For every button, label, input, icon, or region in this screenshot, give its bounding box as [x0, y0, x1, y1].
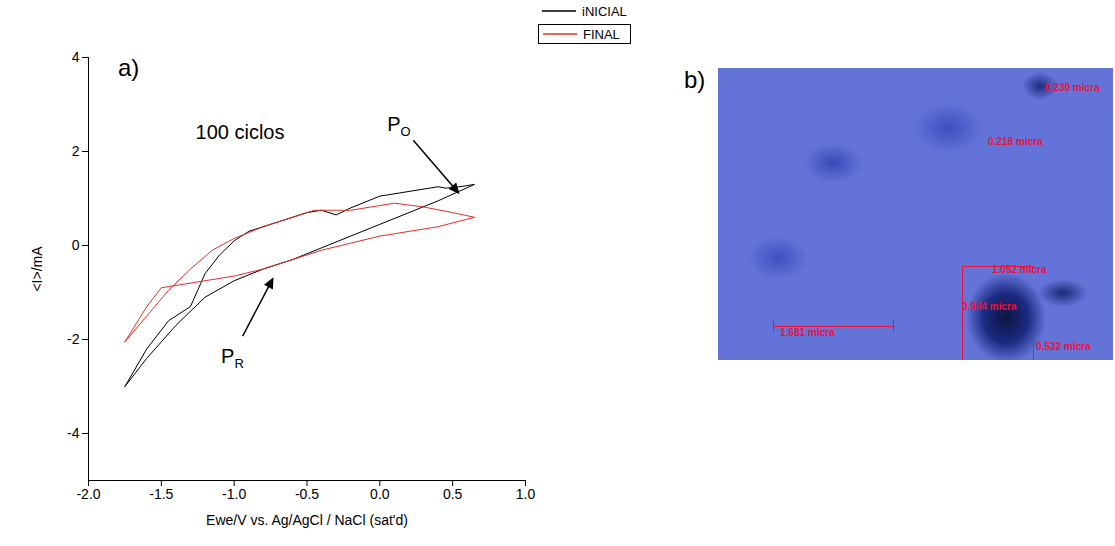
html-text:b): b) [684, 66, 706, 93]
html-text:0.218 micra: 0.218 micra [988, 136, 1043, 147]
svg-text:100 ciclos: 100 ciclos [196, 121, 285, 143]
svg-text:0.0: 0.0 [370, 486, 390, 502]
html-text:0.230 micra: 0.230 micra [1045, 82, 1100, 93]
svg-text:0: 0 [72, 237, 80, 253]
svg-text:Ewe/V vs. Ag/AgCl / NaCl (sat': Ewe/V vs. Ag/AgCl / NaCl (sat'd) [206, 512, 408, 528]
svg-text:PO: PO [387, 113, 410, 139]
html-text:0.532 micra: 0.532 micra [1036, 341, 1091, 352]
svg-text:1.0: 1.0 [516, 486, 536, 502]
svg-text:-0.5: -0.5 [295, 486, 319, 502]
html-text:a): a) [118, 54, 140, 81]
svg-text:-4: -4 [67, 425, 80, 441]
html-text:FINAL: FINAL [583, 26, 620, 42]
html-text:1.681 micra: 1.681 micra [780, 327, 835, 338]
svg-text:-1.5: -1.5 [149, 486, 173, 502]
svg-text:-2: -2 [67, 331, 80, 347]
svg-text:0.5: 0.5 [443, 486, 463, 502]
svg-text:4: 4 [72, 49, 80, 65]
html-text:0.944 micra: 0.944 micra [962, 301, 1017, 312]
svg-text:<I>/mA: <I>/mA [29, 246, 45, 292]
html-text:iNICIAL: iNICIAL [582, 3, 627, 19]
svg-text:-1.0: -1.0 [222, 486, 246, 502]
svg-text:2: 2 [72, 143, 80, 159]
html-text:1.052 micra: 1.052 micra [992, 264, 1047, 275]
svg-text:PR: PR [221, 345, 244, 371]
svg-text:-2.0: -2.0 [76, 486, 100, 502]
